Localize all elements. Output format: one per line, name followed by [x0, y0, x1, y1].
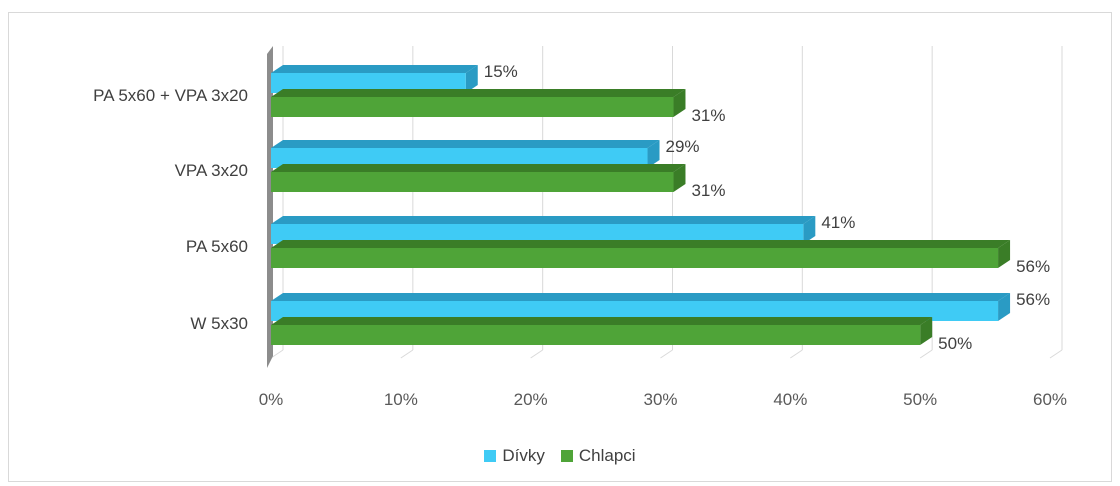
- legend-label-chlapci: Chlapci: [578, 446, 636, 465]
- data-label: 15%: [484, 62, 518, 81]
- category-label: W 5x30: [190, 314, 248, 333]
- x-tick-label: 20%: [514, 390, 548, 409]
- legend-item-divky: Dívky: [484, 446, 545, 466]
- bar-top-face: [271, 65, 478, 73]
- bar-side-face: [803, 216, 816, 244]
- data-label: 56%: [1016, 290, 1050, 309]
- bar-side-face: [920, 317, 933, 345]
- x-tick-label: 40%: [773, 390, 807, 409]
- x-tick-label: 50%: [903, 390, 937, 409]
- gridline-floor: [400, 349, 414, 359]
- gridline-floor: [790, 349, 803, 359]
- bar-top-face: [271, 164, 686, 172]
- bar: [271, 325, 921, 345]
- gridline-floor: [270, 349, 284, 359]
- legend-swatch-chlapci: [560, 450, 573, 462]
- bar-top-face: [271, 240, 1011, 248]
- gridline-floor: [1049, 349, 1063, 359]
- bar: [271, 73, 466, 93]
- legend: Dívky Chlapci: [0, 444, 1120, 468]
- x-tick-label: 30%: [643, 390, 677, 409]
- data-label: 50%: [938, 334, 972, 353]
- bar-top-face: [271, 216, 816, 224]
- gridline-floor: [530, 349, 543, 359]
- bar-side-face: [673, 164, 686, 192]
- gridline-floor: [660, 349, 673, 359]
- bar-top-face: [271, 293, 1011, 301]
- bar: [271, 172, 674, 192]
- bar-side-face: [647, 140, 660, 168]
- bar-side-face: [998, 293, 1011, 321]
- legend-item-chlapci: Chlapci: [560, 446, 636, 466]
- legend-label-divky: Dívky: [502, 446, 545, 465]
- bar: [271, 301, 999, 321]
- bar-side-face: [998, 240, 1011, 268]
- bar: [271, 148, 648, 168]
- bar-top-face: [271, 140, 660, 148]
- data-label: 31%: [691, 106, 725, 125]
- data-label: 29%: [666, 137, 700, 156]
- x-tick-label: 60%: [1033, 390, 1067, 409]
- data-label: 31%: [691, 181, 725, 200]
- category-label: PA 5x60 + VPA 3x20: [93, 86, 248, 105]
- bar: [271, 224, 804, 244]
- bar-side-face: [465, 65, 478, 93]
- data-label: 56%: [1016, 257, 1050, 276]
- category-label: PA 5x60: [186, 237, 248, 256]
- bar-side-face: [673, 89, 686, 117]
- data-label: 41%: [821, 213, 855, 232]
- bar: [271, 248, 999, 268]
- x-tick-label: 10%: [384, 390, 418, 409]
- bar: [271, 97, 674, 117]
- bar-top-face: [271, 89, 686, 97]
- bar-top-face: [271, 317, 933, 325]
- legend-swatch-divky: [484, 450, 497, 462]
- gridline-floor: [919, 349, 933, 359]
- axis-wall: [267, 46, 273, 368]
- category-label: VPA 3x20: [175, 161, 248, 180]
- x-tick-label: 0%: [259, 390, 284, 409]
